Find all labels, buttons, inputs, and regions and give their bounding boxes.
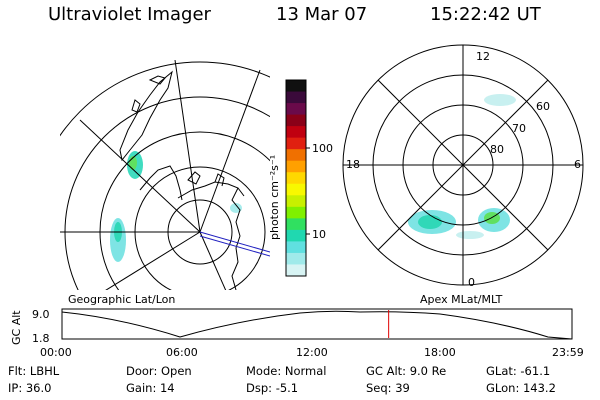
colorbar-cell	[286, 160, 306, 173]
colorbar-cell	[286, 218, 306, 231]
colorbar-cell	[286, 80, 306, 93]
alt-tick-9: 9.0	[32, 308, 50, 321]
aurora-oval	[408, 94, 516, 239]
colorbar-tick-100: 100	[312, 142, 333, 155]
geographic-map	[60, 60, 270, 290]
time-axis: 00:00 06:00 12:00 18:00 23:59	[40, 346, 584, 359]
orbit-altitude-plot: 9.0 1.8 GC Alt 00:00 06:00 12:00 18:00 2…	[10, 308, 584, 359]
colorbar-cell	[286, 229, 306, 242]
colorbar-unit-label: photon cm⁻²s⁻¹	[268, 155, 281, 240]
apex-panel-label: Apex MLat/MLT	[420, 293, 503, 306]
info-gain: Gain: 14	[126, 381, 175, 395]
aurora-patch-left	[110, 151, 242, 262]
mlat-label-60: 60	[536, 100, 550, 113]
mlt-label-6: 6	[574, 158, 581, 171]
time-tick-1: 06:00	[166, 346, 198, 359]
satellite-track	[199, 231, 270, 257]
colorbar-cell	[286, 149, 306, 162]
colorbar: 100 10 photon cm⁻²s⁻¹	[268, 79, 333, 277]
info-glat: GLat: -61.1	[486, 364, 551, 378]
alt-tick-1-8: 1.8	[32, 332, 50, 345]
info-glon: GLon: 143.2	[486, 381, 556, 395]
colorbar-cell	[286, 126, 306, 139]
colorbar-cell	[286, 264, 306, 277]
meridians	[60, 60, 261, 290]
info-gc-alt: GC Alt: 9.0 Re	[366, 364, 447, 378]
coastlines	[119, 70, 245, 290]
mlat-label-80: 80	[490, 143, 504, 156]
mlt-label-18: 18	[346, 158, 360, 171]
time-tick-3: 18:00	[424, 346, 456, 359]
colorbar-cell	[286, 114, 306, 127]
info-ip: IP: 36.0	[8, 381, 52, 395]
polar-grid	[342, 44, 584, 286]
polar-plot: 12 0 18 6 60 70 80	[342, 44, 584, 289]
colorbar-tick-10: 10	[312, 228, 326, 241]
time-tick-4: 23:59	[552, 346, 584, 359]
date-label: 13 Mar 07	[276, 4, 368, 25]
colorbar-cell	[286, 172, 306, 185]
info-mode: Mode: Normal	[246, 364, 327, 378]
info-door: Door: Open	[126, 364, 192, 378]
colorbar-cell	[286, 241, 306, 254]
colorbar-cell	[286, 103, 306, 116]
info-dsp: Dsp: -5.1	[246, 381, 299, 395]
info-flt: Flt: LBHL	[8, 364, 60, 378]
colorbar-cell	[286, 183, 306, 196]
mlat-label-70: 70	[512, 122, 526, 135]
time-label: 15:22:42 UT	[430, 4, 541, 25]
colorbar-cell	[286, 206, 306, 219]
app-title: Ultraviolet Imager	[48, 4, 211, 25]
colorbar-cell	[286, 137, 306, 150]
colorbar-cell	[286, 252, 306, 265]
alt-axis-label: GC Alt	[10, 310, 23, 345]
time-tick-2: 12:00	[296, 346, 328, 359]
time-tick-0: 00:00	[40, 346, 72, 359]
colorbar-cell	[286, 195, 306, 208]
geographic-panel-label: Geographic Lat/Lon	[68, 293, 175, 306]
mlt-label-0: 0	[468, 276, 475, 289]
info-seq: Seq: 39	[366, 381, 410, 395]
mlt-label-12: 12	[476, 50, 490, 63]
altitude-curve	[61, 310, 573, 340]
colorbar-cell	[286, 91, 306, 104]
